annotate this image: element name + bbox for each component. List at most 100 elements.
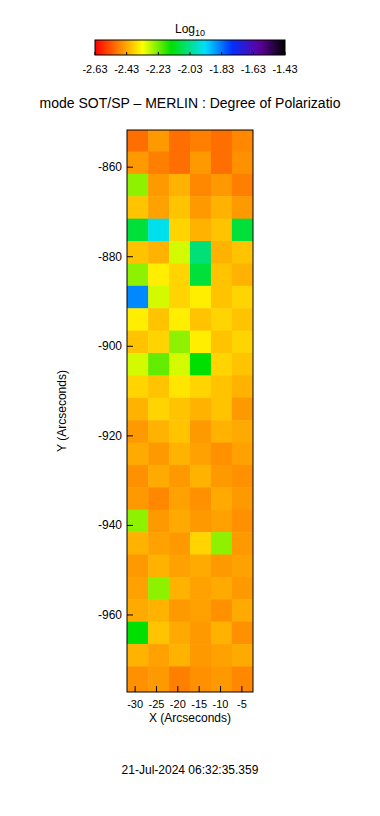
heatmap-cell — [232, 308, 253, 331]
heatmap-cell — [127, 286, 149, 309]
heatmap-cell — [169, 308, 190, 331]
heatmap-cell — [232, 599, 253, 622]
heatmap-cell — [127, 465, 149, 488]
heatmap-cell — [190, 151, 211, 174]
heatmap-cell — [127, 174, 149, 197]
x-tick-label: -10 — [213, 698, 229, 710]
heatmap-cell — [232, 532, 253, 555]
heatmap-cell — [232, 174, 253, 197]
heatmap-cell — [190, 353, 211, 376]
y-tick — [127, 256, 133, 257]
heatmap-cell — [232, 398, 253, 421]
heatmap-cell — [127, 375, 149, 398]
heatmap-cell — [211, 398, 232, 421]
heatmap-cell — [148, 443, 169, 466]
heatmap-cell — [190, 308, 211, 331]
colorbar-tick — [190, 52, 191, 55]
heatmap-cell — [148, 532, 169, 555]
heatmap-cell — [148, 241, 169, 264]
heatmap-cell — [211, 420, 232, 443]
heatmap-cell — [127, 308, 149, 331]
heatmap-cell — [211, 286, 232, 309]
heatmap-cell — [232, 263, 253, 286]
heatmap-cell — [148, 487, 169, 510]
heatmap-cell — [211, 151, 232, 174]
heatmap-cell — [148, 420, 169, 443]
y-tick — [127, 167, 133, 168]
heatmap-cell — [232, 353, 253, 376]
heatmap-cell — [190, 286, 211, 309]
heatmap-cell — [169, 375, 190, 398]
colorbar-tick-label: -2.03 — [177, 63, 202, 75]
x-tick — [220, 686, 221, 692]
heatmap-cell — [211, 130, 232, 152]
heatmap-cell — [211, 331, 232, 354]
heatmap-cell — [169, 263, 190, 286]
x-tick — [241, 686, 242, 692]
heatmap-cell — [127, 443, 149, 466]
heatmap-cell — [190, 331, 211, 354]
heatmap-cell — [190, 487, 211, 510]
heatmap-cell — [232, 644, 253, 667]
heatmap-cell — [190, 219, 211, 242]
heatmap-cell — [232, 666, 253, 692]
heatmap-cell — [169, 443, 190, 466]
heatmap-cell — [169, 465, 190, 488]
heatmap-cell — [148, 151, 169, 174]
heatmap-cell — [232, 443, 253, 466]
heatmap-cell — [232, 510, 253, 533]
heatmap-cell — [211, 308, 232, 331]
colorbar — [95, 40, 285, 55]
heatmap-cell — [127, 510, 149, 533]
heatmap-cell — [148, 599, 169, 622]
heatmap-cell — [232, 196, 253, 219]
heatmap-cell — [169, 130, 190, 152]
y-tick — [127, 614, 133, 615]
colorbar-tick-label: -2.43 — [114, 63, 139, 75]
heatmap-cell — [232, 219, 253, 242]
colorbar-tick — [285, 52, 286, 55]
heatmap-cell — [169, 555, 190, 578]
heatmap-cell — [190, 510, 211, 533]
heatmap-cell — [190, 398, 211, 421]
heatmap-cell — [169, 420, 190, 443]
heatmap-cell — [190, 420, 211, 443]
heatmap-cell — [127, 263, 149, 286]
x-tick — [199, 686, 200, 692]
heatmap-cell — [148, 130, 169, 152]
y-tick-label: -940 — [98, 518, 122, 532]
heatmap-cell — [127, 666, 149, 692]
x-axis-label: X (Arcseconds) — [149, 711, 231, 725]
heatmap-cell — [148, 555, 169, 578]
heatmap-cell — [190, 577, 211, 600]
x-tick — [177, 686, 178, 692]
heatmap-cell — [127, 353, 149, 376]
colorbar-tick-label: -1.43 — [272, 63, 297, 75]
heatmap-cell — [211, 644, 232, 667]
heatmap-cell — [148, 465, 169, 488]
x-tick — [135, 686, 136, 692]
heatmap-cell — [190, 130, 211, 152]
heatmap-cell — [127, 130, 149, 152]
heatmap-cell — [190, 622, 211, 645]
heatmap-cell — [148, 263, 169, 286]
colorbar-tick — [253, 52, 254, 55]
heatmap-cell — [211, 174, 232, 197]
y-tick-label: -860 — [98, 160, 122, 174]
heatmap-cell — [211, 532, 232, 555]
heatmap-cell — [127, 420, 149, 443]
title: mode SOT/SP – MERLIN : Degree of Polariz… — [40, 95, 341, 111]
heatmap-cell — [127, 196, 149, 219]
heatmap-cell — [127, 644, 149, 667]
heatmap-cell — [169, 398, 190, 421]
x-tick-label: -30 — [127, 698, 143, 710]
heatmap-cell — [190, 241, 211, 264]
heatmap-cell — [232, 555, 253, 578]
heatmap-cell — [211, 577, 232, 600]
heatmap-cell — [148, 622, 169, 645]
x-tick-label: -20 — [170, 698, 186, 710]
heatmap-cell — [232, 420, 253, 443]
heatmap-cell — [190, 443, 211, 466]
heatmap-cell — [169, 219, 190, 242]
heatmap-cell — [190, 263, 211, 286]
